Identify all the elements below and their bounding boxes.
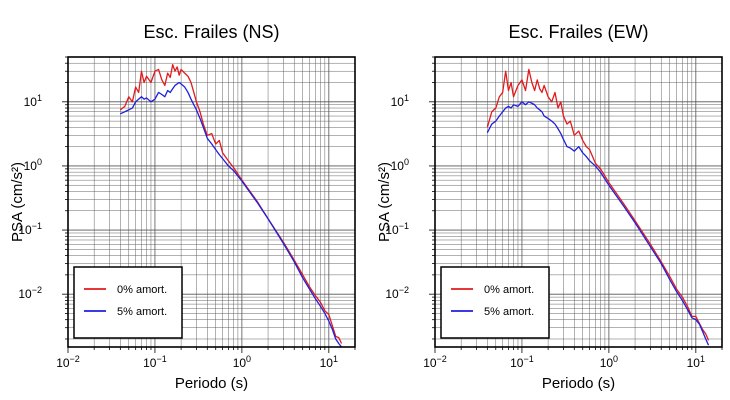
x-axis-label: Periodo (s): [175, 375, 248, 392]
y-tick-label: 100: [391, 157, 409, 173]
series-line-damped: [120, 81, 343, 347]
y-tick-label: 10−2: [18, 285, 42, 301]
legend-box: [440, 266, 550, 339]
series-line-undamped: [486, 68, 710, 341]
x-tick-label: 10−2: [423, 354, 447, 370]
chart-title: Esc. Frailes (EW): [508, 22, 648, 42]
y-tick-label: 10−2: [385, 285, 409, 301]
y-axis-label: PSA (cm/s²): [376, 162, 393, 242]
x-tick-label: 10−2: [56, 354, 80, 370]
legend: 0% amort. 5% amort.: [73, 266, 183, 339]
x-tick-label: 10−1: [143, 354, 167, 370]
plot-frame: [67, 56, 356, 348]
y-tick-label: 100: [24, 157, 42, 173]
x-tick-label: 10−1: [510, 354, 534, 370]
y-axis-label: PSA (cm/s²): [9, 162, 26, 242]
x-tick-label: 100: [600, 354, 618, 370]
x-tick-label: 101: [320, 354, 338, 370]
chart-panel-2: 10−2 10−1 100 101 10−2 10−1 100 101 Esc. Frailes…: [376, 22, 723, 392]
series-line-damped: [486, 101, 710, 346]
y-tick-label: 101: [24, 93, 42, 109]
legend-label: 5% amort.: [484, 306, 534, 318]
legend-label: 5% amort.: [117, 306, 167, 318]
x-tick-label: 101: [687, 354, 705, 370]
x-axis-label: Periodo (s): [542, 375, 615, 392]
y-tick-label: 10−1: [18, 221, 42, 237]
legend-box: [73, 266, 183, 339]
y-tick-label: 101: [391, 93, 409, 109]
legend-label: 0% amort.: [117, 284, 167, 296]
chart-panel-1: 10−2 10−1 100 101 10−2 10−1 100 101 Esc. Frailes…: [9, 22, 356, 392]
x-tick-label: 100: [233, 354, 251, 370]
series-line-undamped: [119, 63, 343, 344]
y-tick-label: 10−1: [385, 221, 409, 237]
legend: 0% amort. 5% amort.: [440, 266, 550, 339]
plot-frame: [434, 56, 723, 348]
legend-label: 0% amort.: [484, 284, 534, 296]
chart-title: Esc. Frailes (NS): [143, 22, 279, 42]
